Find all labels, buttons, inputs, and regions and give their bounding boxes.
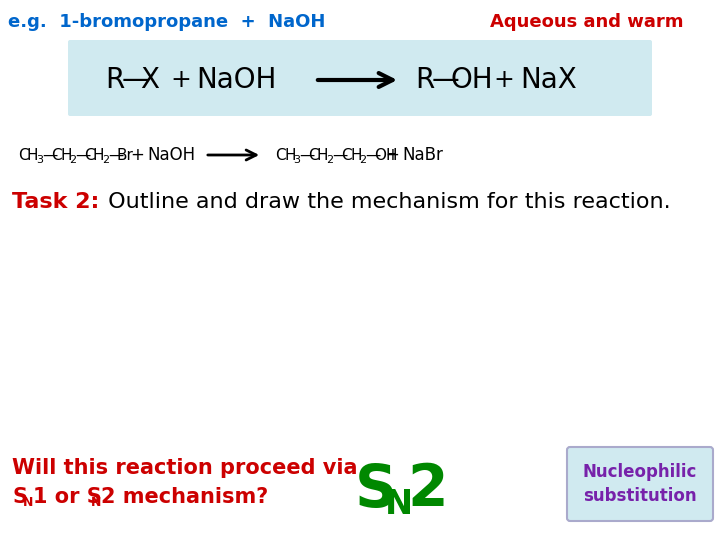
Text: C: C xyxy=(51,147,62,163)
Text: S: S xyxy=(355,462,397,518)
Text: Br: Br xyxy=(117,147,134,163)
Text: 2: 2 xyxy=(69,155,76,165)
Text: OH: OH xyxy=(374,147,397,163)
Text: Will this reaction proceed via: Will this reaction proceed via xyxy=(12,458,358,478)
Text: +: + xyxy=(170,68,191,92)
Text: —: — xyxy=(332,147,347,163)
Text: S: S xyxy=(12,487,27,507)
Text: 3: 3 xyxy=(293,155,300,165)
Text: +: + xyxy=(385,146,399,164)
Text: +: + xyxy=(493,68,514,92)
Text: C: C xyxy=(84,147,94,163)
Text: e.g.  1-bromopropane  +  NaOH: e.g. 1-bromopropane + NaOH xyxy=(8,13,325,31)
Text: +: + xyxy=(130,146,144,164)
Text: X: X xyxy=(140,66,159,94)
Text: N: N xyxy=(91,496,102,509)
Text: Outline and draw the mechanism for this reaction.: Outline and draw the mechanism for this … xyxy=(101,192,670,212)
Text: 2: 2 xyxy=(326,155,333,165)
Text: —: — xyxy=(75,147,90,163)
Text: N: N xyxy=(385,488,413,521)
FancyBboxPatch shape xyxy=(567,447,713,521)
Text: H: H xyxy=(317,147,328,163)
Text: N: N xyxy=(23,496,33,509)
Text: NaX: NaX xyxy=(520,66,577,94)
Text: Task 2:: Task 2: xyxy=(12,192,99,212)
Text: H: H xyxy=(27,147,38,163)
Text: —: — xyxy=(432,66,460,94)
Text: C: C xyxy=(275,147,286,163)
Text: H: H xyxy=(60,147,71,163)
Text: Aqueous and warm: Aqueous and warm xyxy=(490,13,683,31)
Text: —: — xyxy=(108,147,123,163)
Text: R: R xyxy=(105,66,125,94)
Text: H: H xyxy=(350,147,361,163)
Text: —: — xyxy=(299,147,314,163)
Text: C: C xyxy=(308,147,319,163)
Text: OH: OH xyxy=(450,66,492,94)
Text: Nucleophilic: Nucleophilic xyxy=(582,463,697,481)
Text: 3: 3 xyxy=(36,155,43,165)
Text: H: H xyxy=(284,147,295,163)
Text: H: H xyxy=(93,147,104,163)
Text: 1 or S: 1 or S xyxy=(33,487,102,507)
Text: —: — xyxy=(42,147,58,163)
Text: substitution: substitution xyxy=(583,487,697,505)
Text: R: R xyxy=(415,66,434,94)
Text: 2: 2 xyxy=(102,155,109,165)
Text: C: C xyxy=(341,147,351,163)
FancyBboxPatch shape xyxy=(68,40,652,116)
Text: 2 mechanism?: 2 mechanism? xyxy=(101,487,269,507)
Text: —: — xyxy=(122,66,150,94)
Text: —: — xyxy=(365,147,380,163)
Text: NaOH: NaOH xyxy=(147,146,195,164)
Text: C: C xyxy=(18,147,29,163)
Text: 2: 2 xyxy=(407,462,448,518)
Text: NaOH: NaOH xyxy=(196,66,276,94)
Text: 2: 2 xyxy=(359,155,366,165)
Text: NaBr: NaBr xyxy=(402,146,443,164)
